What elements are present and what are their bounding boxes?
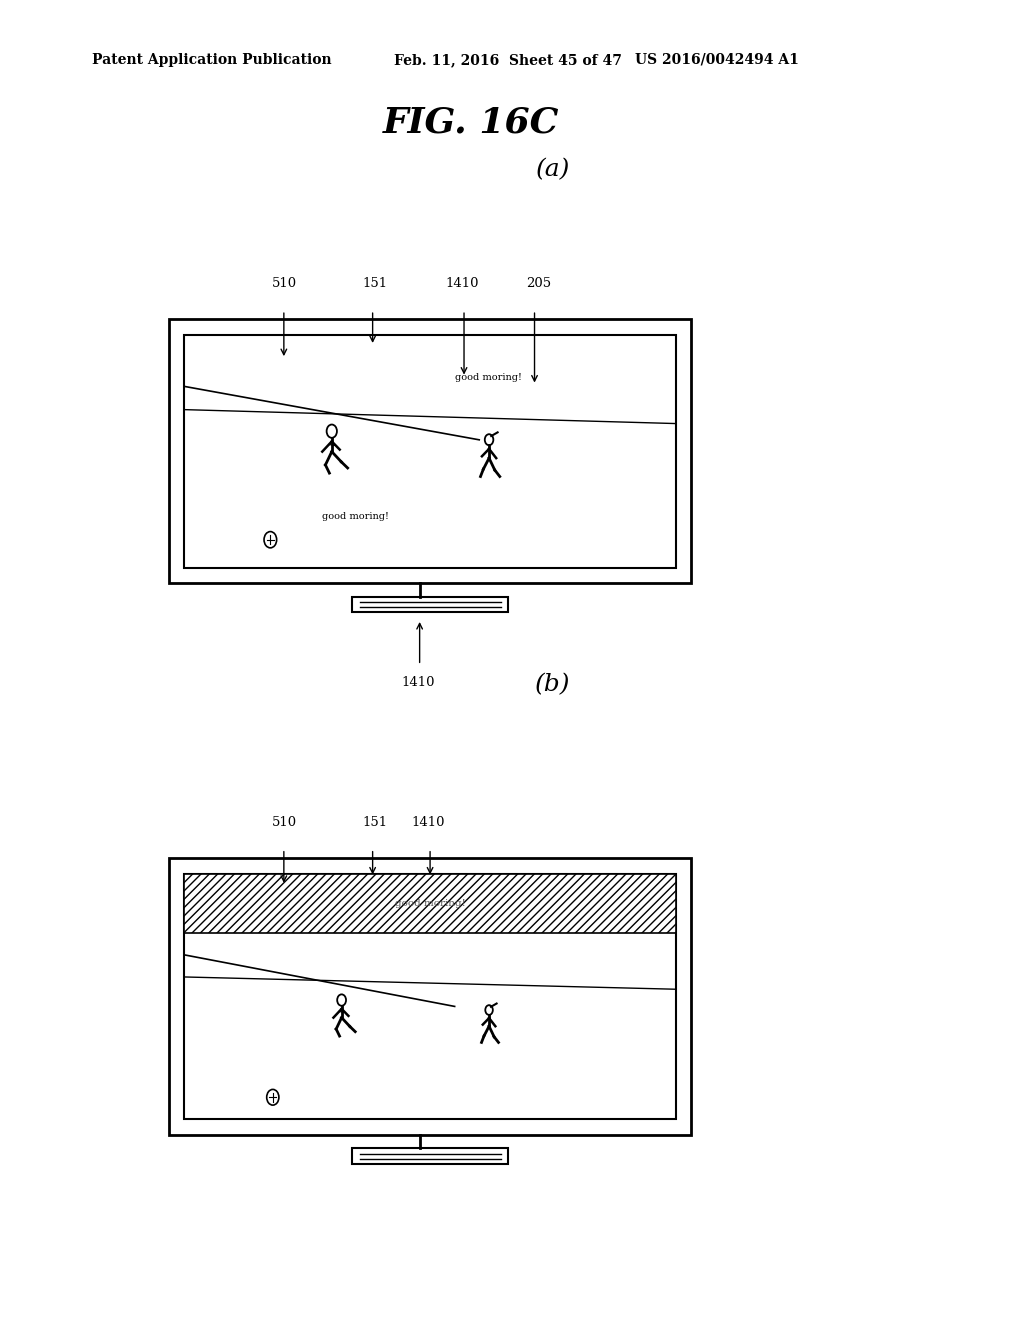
Text: Patent Application Publication: Patent Application Publication <box>92 53 332 67</box>
Text: FIG. 16C: FIG. 16C <box>383 106 559 140</box>
Text: 1410: 1410 <box>401 676 435 689</box>
Text: good moring!: good moring! <box>455 372 521 381</box>
Bar <box>184 874 676 1119</box>
Text: (b): (b) <box>536 673 570 696</box>
FancyBboxPatch shape <box>169 858 691 1135</box>
Bar <box>184 335 676 568</box>
Bar <box>184 874 676 933</box>
Text: 151: 151 <box>362 816 387 829</box>
Text: (a): (a) <box>536 158 570 181</box>
Text: 151: 151 <box>362 277 387 290</box>
Text: 510: 510 <box>271 816 297 829</box>
Text: 1410: 1410 <box>445 277 479 290</box>
Bar <box>352 1148 509 1164</box>
Text: US 2016/0042494 A1: US 2016/0042494 A1 <box>635 53 799 67</box>
Text: 510: 510 <box>271 277 297 290</box>
Text: 205: 205 <box>526 277 552 290</box>
Bar <box>352 597 509 612</box>
Text: 1410: 1410 <box>412 816 445 829</box>
Text: good moring!: good moring! <box>394 899 466 908</box>
Text: good moring!: good moring! <box>322 512 389 521</box>
FancyBboxPatch shape <box>169 319 691 583</box>
Text: Feb. 11, 2016  Sheet 45 of 47: Feb. 11, 2016 Sheet 45 of 47 <box>394 53 623 67</box>
